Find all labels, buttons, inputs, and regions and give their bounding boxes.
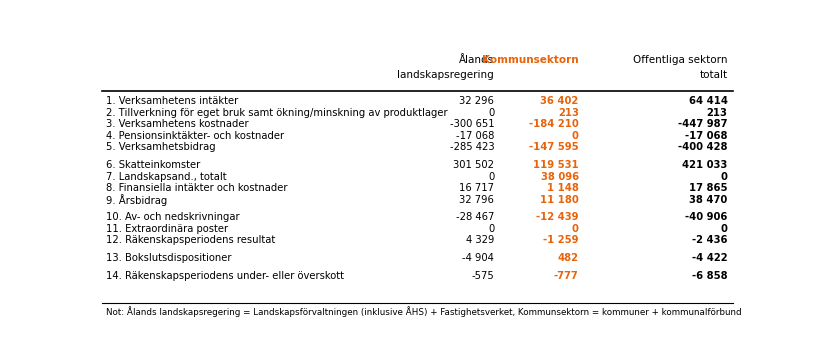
Text: -4 904: -4 904 xyxy=(462,253,494,263)
Text: 38 096: 38 096 xyxy=(540,172,579,182)
Text: 14. Räkenskapsperiodens under- eller överskott: 14. Räkenskapsperiodens under- eller öve… xyxy=(106,271,344,281)
Text: -777: -777 xyxy=(554,271,579,281)
Text: 12. Räkenskapsperiodens resultat: 12. Räkenskapsperiodens resultat xyxy=(106,236,275,245)
Text: 421 033: 421 033 xyxy=(682,160,728,170)
Text: -17 068: -17 068 xyxy=(685,131,728,141)
Text: Offentliga sektorn: Offentliga sektorn xyxy=(633,55,728,65)
Text: 32 796: 32 796 xyxy=(459,195,494,205)
Text: 1 148: 1 148 xyxy=(547,183,579,193)
Text: 13. Bokslutsdispositioner: 13. Bokslutsdispositioner xyxy=(106,253,231,263)
Text: -2 436: -2 436 xyxy=(692,236,728,245)
Text: 2. Tillverkning för eget bruk samt ökning/minskning av produktlager: 2. Tillverkning för eget bruk samt öknin… xyxy=(106,108,447,118)
Text: -40 906: -40 906 xyxy=(685,213,728,222)
Text: -447 987: -447 987 xyxy=(678,119,728,130)
Text: 0: 0 xyxy=(488,172,494,182)
Text: 64 414: 64 414 xyxy=(689,96,728,106)
Text: 0: 0 xyxy=(720,172,728,182)
Text: 32 296: 32 296 xyxy=(459,96,494,106)
Text: 213: 213 xyxy=(558,108,579,118)
Text: 5. Verksamhetsbidrag: 5. Verksamhetsbidrag xyxy=(106,142,215,153)
Text: Kommunsektorn: Kommunsektorn xyxy=(482,55,579,65)
Text: 38 470: 38 470 xyxy=(689,195,728,205)
Text: 11 180: 11 180 xyxy=(540,195,579,205)
Text: 0: 0 xyxy=(720,224,728,234)
Text: -575: -575 xyxy=(471,271,494,281)
Text: 482: 482 xyxy=(558,253,579,263)
Text: totalt: totalt xyxy=(699,70,728,80)
Text: 0: 0 xyxy=(571,131,579,141)
Text: Not: Ålands landskapsregering = Landskapsförvaltningen (inklusive ÅHS) + Fastigh: Not: Ålands landskapsregering = Landskap… xyxy=(106,306,742,317)
Text: -4 422: -4 422 xyxy=(692,253,728,263)
Text: 7. Landskapsand., totalt: 7. Landskapsand., totalt xyxy=(106,172,226,182)
Text: -17 068: -17 068 xyxy=(456,131,494,141)
Text: 0: 0 xyxy=(488,224,494,234)
Text: 9. Årsbidrag: 9. Årsbidrag xyxy=(106,194,167,206)
Text: 11. Extraordinära poster: 11. Extraordinära poster xyxy=(106,224,228,234)
Text: 301 502: 301 502 xyxy=(453,160,494,170)
Text: -400 428: -400 428 xyxy=(678,142,728,153)
Text: -147 595: -147 595 xyxy=(529,142,579,153)
Text: -300 651: -300 651 xyxy=(449,119,494,130)
Text: -12 439: -12 439 xyxy=(536,213,579,222)
Text: landskapsregering: landskapsregering xyxy=(397,70,494,80)
Text: Ålands: Ålands xyxy=(459,55,494,65)
Text: 119 531: 119 531 xyxy=(533,160,579,170)
Text: 0: 0 xyxy=(488,108,494,118)
Text: 4. Pensionsinktäkter- och kostnader: 4. Pensionsinktäkter- och kostnader xyxy=(106,131,283,141)
Text: 4 329: 4 329 xyxy=(466,236,494,245)
Text: 1. Verksamhetens intäkter: 1. Verksamhetens intäkter xyxy=(106,96,238,106)
Text: 36 402: 36 402 xyxy=(540,96,579,106)
Text: 16 717: 16 717 xyxy=(459,183,494,193)
Text: -184 210: -184 210 xyxy=(529,119,579,130)
Text: 213: 213 xyxy=(707,108,728,118)
Text: 6. Skatteinkomster: 6. Skatteinkomster xyxy=(106,160,199,170)
Text: 17 865: 17 865 xyxy=(689,183,728,193)
Text: -285 423: -285 423 xyxy=(449,142,494,153)
Text: 8. Finansiella intäkter och kostnader: 8. Finansiella intäkter och kostnader xyxy=(106,183,287,193)
Text: 0: 0 xyxy=(571,224,579,234)
Text: 3. Verksamhetens kostnader: 3. Verksamhetens kostnader xyxy=(106,119,248,130)
Text: -28 467: -28 467 xyxy=(456,213,494,222)
Text: 10. Av- och nedskrivningar: 10. Av- och nedskrivningar xyxy=(106,213,239,222)
Text: -1 259: -1 259 xyxy=(543,236,579,245)
Text: -6 858: -6 858 xyxy=(692,271,728,281)
